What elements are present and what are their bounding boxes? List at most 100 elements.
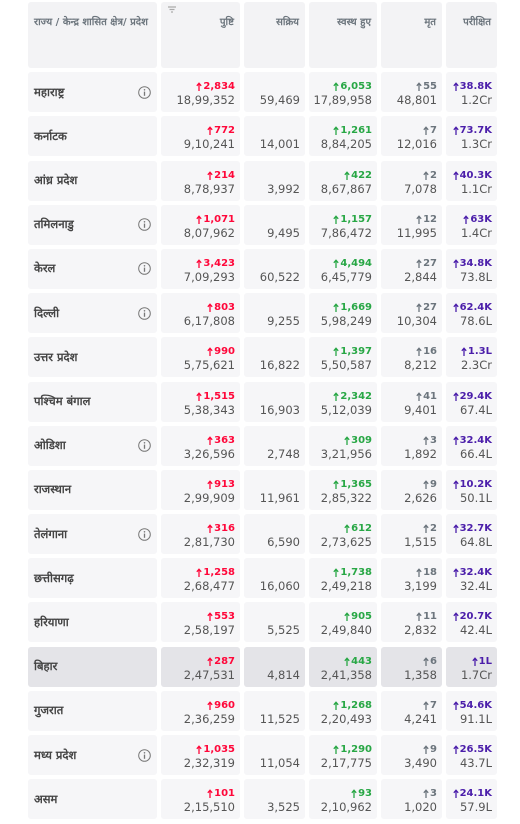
- tested-delta: 1.3L: [461, 345, 492, 358]
- state-cell[interactable]: हरियाणा: [28, 602, 157, 643]
- delta-value: 3: [430, 434, 437, 446]
- deceased-cell: 18 3,199: [381, 558, 442, 599]
- delta-value: 1,071: [203, 213, 235, 225]
- up-arrow: [416, 347, 422, 357]
- active-total: 3,525: [267, 800, 300, 815]
- deceased-cell: 7 12,016: [381, 116, 442, 157]
- column-header[interactable]: पुष्टि: [161, 2, 240, 68]
- delta-value: 10.2K: [459, 478, 492, 490]
- column-header[interactable]: सक्रिय: [244, 2, 305, 68]
- state-cell[interactable]: गुजरात: [28, 690, 157, 731]
- tested-total: 1.2Cr: [460, 93, 492, 108]
- tested-delta: 20.7K: [452, 610, 492, 623]
- up-arrow: [333, 214, 340, 224]
- header-label: स्वस्थ हुए: [337, 17, 371, 28]
- deceased-total: 1,515: [404, 535, 437, 550]
- recovered-total: 8,84,205: [320, 137, 372, 152]
- delta-value: 29.4K: [459, 390, 492, 402]
- tested-delta: 73.7K: [452, 124, 492, 137]
- recovered-delta: 1,268: [333, 699, 372, 712]
- state-cell[interactable]: महाराष्ट्र: [28, 72, 157, 113]
- confirmed-total: 8,78,937: [183, 181, 235, 196]
- recovered-cell: 422 8,67,867: [309, 160, 377, 201]
- state-cell[interactable]: तमिलनाडु: [28, 204, 157, 245]
- tested-cell: 40.3K 1.1Cr: [446, 160, 497, 201]
- confirmed-cell: 553 2,58,197: [161, 602, 240, 643]
- state-cell[interactable]: पश्चिम बंगाल: [28, 381, 157, 422]
- up-arrow: [344, 612, 350, 622]
- confirmed-delta: 214: [207, 169, 235, 182]
- delta-value: 18: [423, 567, 437, 579]
- deceased-cell: 9 3,490: [381, 735, 442, 775]
- info-icon: [138, 85, 151, 99]
- header-label: पुष्टि: [219, 17, 234, 28]
- active-total: 16,060: [259, 579, 300, 594]
- state-cell[interactable]: दिल्ली: [28, 293, 157, 334]
- state-cell[interactable]: उत्तर प्रदेश: [28, 337, 157, 378]
- state-cell[interactable]: आंध्र प्रदेश: [28, 160, 157, 201]
- tested-delta: 32.4K: [452, 434, 492, 447]
- confirmed-cell: 803 6,17,808: [161, 293, 240, 334]
- deceased-cell: 12 11,995: [381, 204, 442, 245]
- confirmed-total: 5,38,343: [183, 402, 235, 417]
- confirmed-total: 7,09,293: [183, 269, 235, 284]
- confirmed-delta: 990: [207, 345, 235, 358]
- recovered-cell: 1,268 2,20,493: [309, 690, 377, 731]
- recovered-delta: 1,738: [333, 566, 372, 579]
- delta-value: 990: [214, 346, 235, 358]
- state-cell[interactable]: कर्नाटक: [28, 116, 157, 157]
- state-name: केरल: [34, 261, 56, 276]
- delta-value: 1,515: [203, 390, 235, 402]
- up-arrow: [416, 82, 422, 92]
- confirmed-delta: 316: [207, 522, 235, 535]
- state-cell[interactable]: केरल: [28, 248, 157, 289]
- active-cell: 11,525: [244, 690, 305, 731]
- state-cell[interactable]: बिहार: [28, 646, 157, 687]
- deceased-delta: 27: [416, 257, 437, 270]
- deceased-total: 48,801: [396, 93, 437, 108]
- delta-value: 73.7K: [459, 125, 492, 137]
- delta-value: 26.5K: [459, 744, 492, 755]
- state-cell[interactable]: छत्तीसगढ़: [28, 558, 157, 599]
- state-cell[interactable]: मध्य प्रदेश: [28, 735, 157, 775]
- up-arrow: [471, 656, 478, 666]
- active-cell: 60,522: [244, 248, 305, 289]
- recovered-cell: 1,365 2,85,322: [309, 469, 377, 510]
- up-arrow: [333, 347, 340, 357]
- deceased-delta: 2: [423, 522, 437, 535]
- recovered-total: 8,67,867: [320, 181, 372, 196]
- up-arrow: [344, 170, 350, 180]
- delta-value: 612: [351, 523, 372, 535]
- deceased-cell: 2 1,515: [381, 514, 442, 555]
- column-header[interactable]: परीक्षित: [446, 2, 497, 68]
- state-cell[interactable]: असम: [28, 779, 157, 820]
- up-arrow: [207, 480, 213, 489]
- column-header[interactable]: मृत: [381, 2, 442, 68]
- state-cell[interactable]: तेलंगाना: [28, 514, 157, 555]
- tested-delta: 62.4K: [452, 301, 492, 314]
- delta-value: 34.8K: [459, 257, 492, 269]
- info-icon: [138, 218, 151, 232]
- active-cell: 16,060: [244, 558, 305, 599]
- confirmed-delta: 803: [207, 301, 235, 314]
- delta-value: 32.4K: [459, 567, 492, 579]
- up-arrow: [452, 568, 459, 578]
- tested-delta: 38.8K: [452, 80, 492, 93]
- delta-value: 960: [214, 699, 235, 711]
- deceased-delta: 3: [423, 434, 437, 447]
- state-name: मध्य प्रदेश: [34, 747, 77, 762]
- deceased-cell: 6 1,358: [381, 646, 442, 687]
- delta-value: 6: [430, 655, 437, 667]
- tested-total: 66.4L: [459, 446, 492, 461]
- confirmed-cell: 214 8,78,937: [161, 160, 240, 201]
- up-arrow: [333, 259, 340, 268]
- tested-cell: 73.7K 1.3Cr: [446, 116, 497, 157]
- state-cell[interactable]: राजस्थान: [28, 469, 157, 510]
- tested-total: 1.1Cr: [460, 181, 492, 196]
- column-header[interactable]: स्वस्थ हुए: [309, 2, 377, 68]
- delta-value: 93: [358, 788, 372, 800]
- recovered-total: 6,45,779: [320, 269, 372, 284]
- active-cell: 2,748: [244, 425, 305, 466]
- state-cell[interactable]: ओडिशा: [28, 425, 157, 466]
